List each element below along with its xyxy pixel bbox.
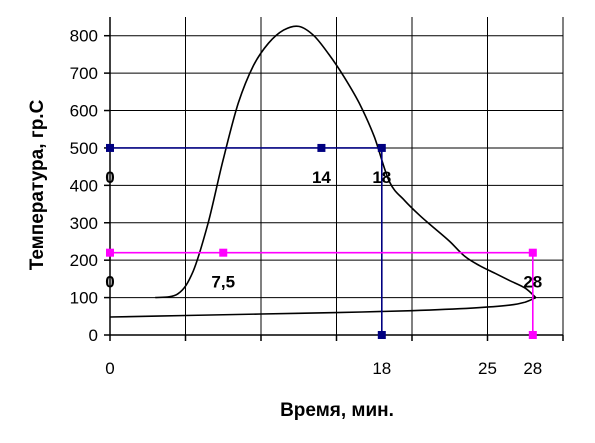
series-2-line [110,147,383,335]
annotation-1: 14 [312,168,331,187]
series-2-marker-1 [317,143,326,152]
y-tick-label-1: 100 [70,289,98,308]
series-2-marker-3 [377,331,386,339]
y-tick-label-8: 800 [70,27,98,46]
series-2-marker-2 [377,143,386,152]
annotation-5: 28 [523,273,542,292]
y-tick-label-6: 600 [70,102,98,121]
y-tick-label-7: 700 [70,64,98,83]
x-axis-label: Время, мин. [280,400,394,421]
annotation-0: 0 [105,168,114,187]
x-tick-label-2: 25 [478,359,497,378]
series-3-line [110,251,534,335]
y-tick-label-3: 300 [70,214,98,233]
y-tick-label-0: 0 [89,326,98,345]
x-tick-label-0: 0 [105,359,114,378]
series-1-curve [109,296,537,318]
annotation-2: 18 [372,168,391,187]
annotation-3: 0 [105,273,114,292]
x-tick-label-3: 28 [523,359,542,378]
series-3-marker-3 [528,331,537,339]
axes [104,17,564,341]
series-0-curve [155,25,537,299]
series-3-marker-0 [106,248,114,257]
y-tick-label-5: 500 [70,139,98,158]
x-tick-label-1: 18 [372,359,391,378]
y-axis-label: Температура, гр.С [27,99,48,270]
series-3-marker-2 [528,248,537,257]
series [106,25,537,339]
y-tick-label-2: 200 [70,251,98,270]
annotation-4: 7,5 [211,273,235,292]
series-3-marker-1 [219,248,228,257]
annotations: 0 14 18 0 7,5 28 [105,168,542,292]
y-tick-label-4: 400 [70,176,98,195]
tick-labels: 0 100 200 300 400 500 600 700 800 0 18 25 28 [70,27,543,378]
series-2-marker-0 [106,143,114,152]
